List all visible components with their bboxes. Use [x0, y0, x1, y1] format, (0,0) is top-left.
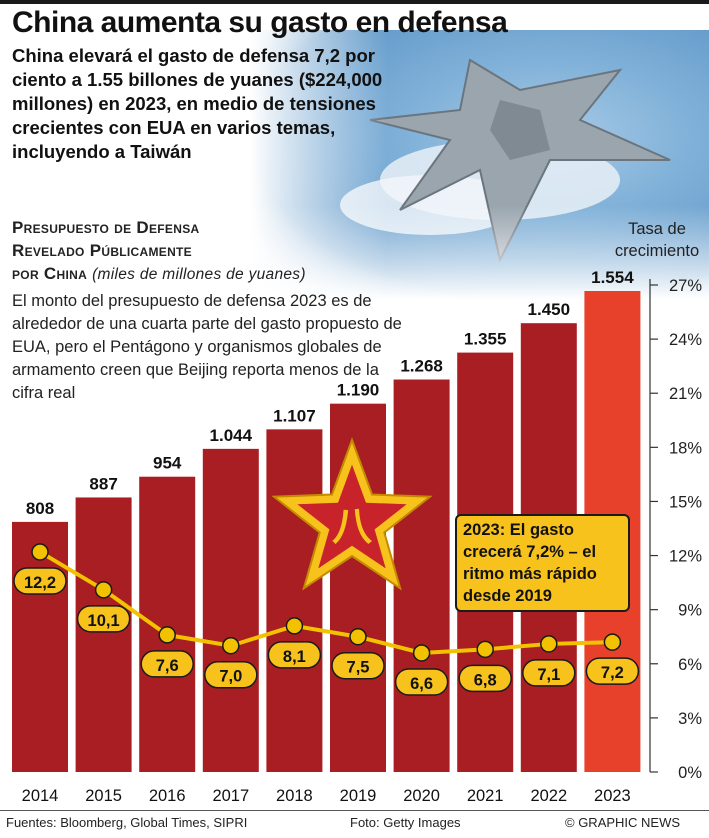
right-axis-tick-label: 27%	[669, 277, 702, 295]
chart-title-line1: Presupuesto de Defensa	[12, 218, 200, 237]
growth-value-label: 7,6	[156, 657, 179, 675]
bar-value-label: 954	[153, 454, 182, 473]
bar-value-label: 1.450	[528, 300, 571, 319]
right-axis-tick-label: 24%	[669, 331, 702, 349]
growth-point	[476, 640, 494, 659]
growth-line	[38, 550, 613, 655]
x-tick-label: 2014	[22, 787, 59, 805]
footer-sources: Fuentes: Bloomberg, Global Times, SIPRI	[6, 815, 248, 830]
right-axis-tick-label: 9%	[678, 602, 702, 620]
bar-value-label: 1.107	[273, 406, 316, 425]
growth-point	[222, 636, 240, 655]
x-tick-label: 2021	[467, 787, 504, 805]
growth-point	[94, 581, 113, 599]
bar-value-label: 1.554	[591, 268, 634, 287]
page-subtitle: China elevará el gasto de defensa 7,2 po…	[12, 45, 383, 162]
bar-value-label: 808	[26, 499, 54, 518]
growth-point	[412, 644, 431, 662]
x-tick-label: 2016	[149, 787, 186, 805]
bar-2015	[75, 497, 132, 772]
growth-point	[31, 543, 49, 561]
bar-2017	[202, 448, 259, 772]
top-rule	[0, 0, 709, 4]
growth-label-pill	[13, 567, 67, 595]
growth-label-pill	[204, 660, 258, 689]
x-tick-label: 2019	[340, 787, 377, 805]
chart-title-line3: por China	[12, 264, 88, 283]
x-tick-label: 2015	[85, 787, 122, 805]
chart-note: El monto del presupuesto de defensa 2023…	[12, 292, 402, 402]
star-glyph: 八	[332, 505, 373, 549]
bar-value-label: 1.190	[337, 381, 380, 400]
growth-value-label: 6,6	[410, 675, 433, 693]
annotation-text: 2023: El gasto crecerá 7,2% – el ritmo m…	[463, 521, 597, 605]
growth-label-pill	[394, 668, 449, 696]
growth-value-label: 10,1	[88, 612, 120, 630]
x-tick-label: 2022	[530, 787, 567, 805]
bar-value-label: 1.044	[210, 426, 253, 445]
growth-point	[285, 617, 304, 635]
x-tick-label: 2020	[403, 787, 440, 805]
growth-line-group: 12,2 10,1 7,6 7,0 8,1 7,5 6,6 6,8 7,1 7,2	[13, 543, 640, 696]
growth-label-pill	[585, 657, 640, 685]
right-axis-title: Tasa de crecimiento	[614, 220, 700, 260]
x-tick-label: 2017	[212, 787, 249, 805]
growth-value-label: 12,2	[24, 574, 56, 592]
right-axis-tick-label: 18%	[669, 439, 702, 457]
chart-unit: (miles de millones de yuanes)	[92, 266, 306, 283]
right-axis-tick-label: 6%	[678, 656, 702, 674]
right-axis-tick-label: 21%	[669, 385, 702, 403]
chart-title: Presupuesto de Defensa Revelado Públicam…	[12, 216, 306, 286]
right-axis: 0% 3% 6% 9% 12% 15% 18% 21% 24% 27%	[649, 277, 702, 782]
right-axis-tick-label: 0%	[678, 764, 702, 782]
growth-value-label: 6,8	[474, 671, 497, 689]
star-emblem: 八	[271, 437, 433, 591]
bar-2016	[139, 476, 196, 772]
footer-photo-credit: Foto: Getty Images	[350, 815, 461, 830]
growth-value-label: 7,2	[601, 664, 624, 682]
bar-value-label: 1.268	[400, 357, 443, 376]
growth-point	[349, 627, 367, 646]
growth-label-pill	[522, 659, 576, 687]
right-axis-tick-label: 3%	[678, 710, 702, 728]
annotation-callout: 2023: El gasto crecerá 7,2% – el ritmo m…	[455, 514, 630, 612]
star-inner-icon	[297, 464, 407, 569]
growth-label-pill	[331, 651, 385, 680]
bar-value-label: 887	[89, 474, 117, 493]
bar-2020	[393, 379, 450, 772]
x-axis-labels: 2014 2015 2016 2017 2018 2019 2020 2021 2022 2023	[22, 787, 631, 805]
x-tick-label: 2023	[594, 787, 631, 805]
photo-fade	[250, 30, 709, 300]
chart-title-line3-row: por China (miles de millones de yuanes)	[12, 262, 306, 286]
growth-point	[603, 633, 622, 651]
footer-rule	[0, 810, 709, 811]
growth-value-label: 7,1	[537, 666, 560, 684]
growth-point	[158, 626, 176, 644]
footer-credit: © GRAPHIC NEWS	[565, 815, 681, 830]
bar-value-label: 1.355	[464, 330, 507, 349]
growth-label-pill	[267, 641, 322, 669]
growth-point	[540, 635, 558, 653]
page-title: China aumenta su gasto en defensa	[12, 6, 508, 39]
right-axis-tick-label: 15%	[669, 493, 702, 511]
chart-title-line2: Revelado Públicamente	[12, 241, 192, 260]
growth-value-label: 7,0	[219, 668, 242, 686]
growth-label-pill	[140, 650, 194, 678]
right-axis-tick-label: 12%	[669, 548, 702, 566]
growth-label-pill	[76, 605, 131, 633]
x-tick-label: 2018	[276, 787, 313, 805]
growth-value-label: 8,1	[283, 648, 306, 666]
bar-2018	[266, 429, 323, 772]
growth-label-pill	[458, 664, 512, 693]
growth-value-label: 7,5	[347, 659, 370, 677]
